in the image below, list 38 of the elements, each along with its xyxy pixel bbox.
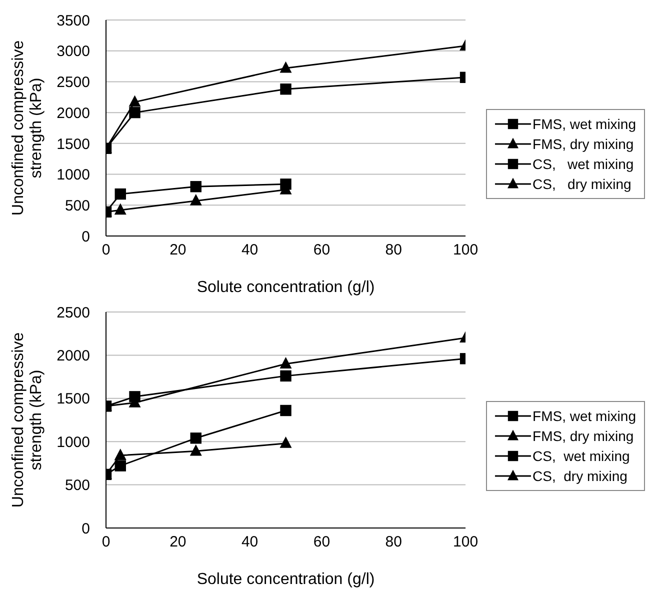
legend-label: CS, dry mixing [532, 468, 628, 484]
x-tick-label: 80 [385, 242, 402, 259]
y-axis-title: Unconfined compressive strength (kPa) [10, 332, 45, 508]
x-tick-label: 40 [241, 534, 258, 551]
y-tick-label: 2500 [56, 304, 90, 322]
y-tick-label: 3000 [56, 43, 90, 60]
y-tick-label: 0 [82, 228, 90, 246]
legend-label: FMS, wet mixing [532, 116, 636, 132]
x-tick-label: 100 [453, 534, 478, 551]
x-tick-label: 20 [170, 242, 186, 259]
y-tick-label: 1500 [56, 390, 90, 408]
x-tick-label: 80 [385, 534, 402, 551]
y-tick-label: 2000 [56, 104, 90, 122]
y-tick-label: 500 [64, 477, 90, 494]
y-tick-label: 1000 [56, 166, 90, 184]
x-tick-label: 0 [102, 534, 110, 551]
legend-label: FMS, dry mixing [532, 136, 634, 152]
x-axis-title: Solute concentration (g/l) [196, 279, 375, 296]
legend-label: CS, wet mixing [532, 156, 634, 172]
legend-label: CS, wet mixing [532, 448, 630, 464]
y-tick-label: 3500 [56, 12, 90, 30]
x-axis-title: Solute concentration (g/l) [196, 571, 375, 588]
x-tick-label: 40 [241, 242, 258, 259]
legend-label: CS, dry mixing [532, 176, 632, 192]
x-tick-label: 20 [170, 534, 186, 551]
x-tick-label: 60 [313, 242, 330, 259]
y-tick-label: 2000 [56, 348, 90, 365]
y-tick-label: 500 [64, 197, 90, 214]
y-tick-label: 0 [82, 520, 90, 538]
legend-label: FMS, wet mixing [532, 408, 636, 424]
legend-label: FMS, dry mixing [532, 428, 634, 444]
y-tick-label: 1000 [56, 434, 90, 451]
y-axis-title: Unconfined compressive strength (kPa) [10, 40, 45, 216]
y-tick-label: 2500 [56, 74, 90, 92]
x-tick-label: 60 [313, 534, 330, 551]
y-tick-label: 1500 [56, 136, 90, 153]
x-tick-label: 0 [102, 242, 110, 259]
x-tick-label: 100 [453, 242, 478, 259]
